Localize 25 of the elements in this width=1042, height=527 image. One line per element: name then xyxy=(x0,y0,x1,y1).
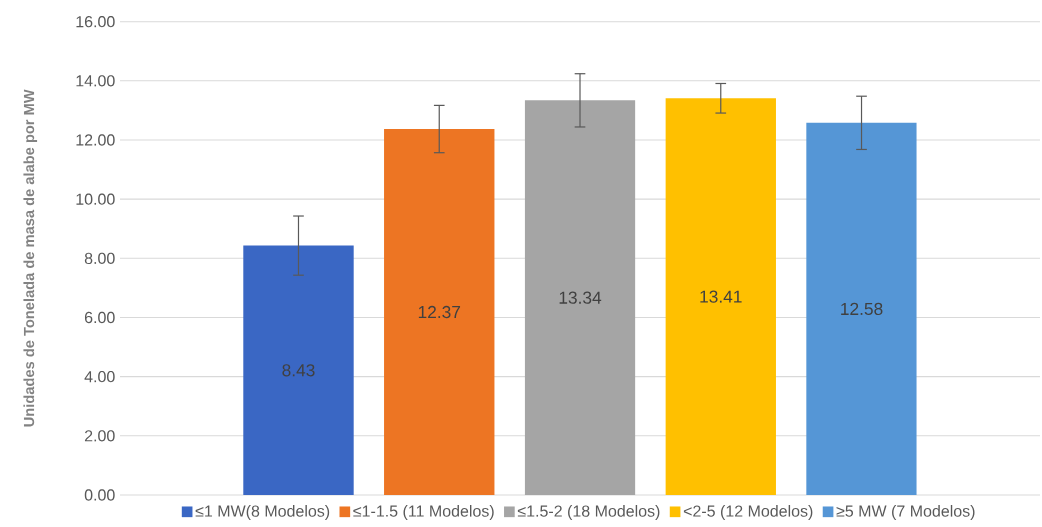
data-label: 8.43 xyxy=(282,364,315,377)
y-tick-label: 16.00 xyxy=(76,16,115,28)
data-label: 12.58 xyxy=(841,302,883,316)
bar xyxy=(384,129,495,495)
y-tick-label: 12.00 xyxy=(76,134,115,146)
y-tick-label: 10.00 xyxy=(76,193,115,205)
legend-label: ≤1.5-2 (18 Modelos) xyxy=(517,505,660,520)
bar xyxy=(665,98,776,495)
data-label: 12.37 xyxy=(418,305,461,319)
bar xyxy=(806,122,917,495)
y-tick-label: 2.00 xyxy=(84,430,115,442)
legend-label: ≤1-1.5 (11 Modelos) xyxy=(353,505,494,520)
data-label: 13.41 xyxy=(700,290,742,303)
y-tick-label: 4.00 xyxy=(84,370,115,383)
legend-label: <2-5 (12 Modelos) xyxy=(683,505,813,520)
y-tick-label: 0.00 xyxy=(84,489,115,501)
data-label: 13.34 xyxy=(559,291,602,304)
legend-label: ≥5 MW (7 Modelos) xyxy=(836,505,975,520)
bar xyxy=(524,100,636,495)
y-tick-label: 6.00 xyxy=(84,311,115,324)
y-axis-title: Unidades de Tonelada de masa de alabe por MW xyxy=(23,89,38,427)
y-tick-label: 14.00 xyxy=(76,75,115,87)
legend-label: ≤1 MW(8 Modelos) xyxy=(195,505,330,520)
bar xyxy=(243,245,354,495)
y-tick-label: 8.00 xyxy=(84,252,115,264)
